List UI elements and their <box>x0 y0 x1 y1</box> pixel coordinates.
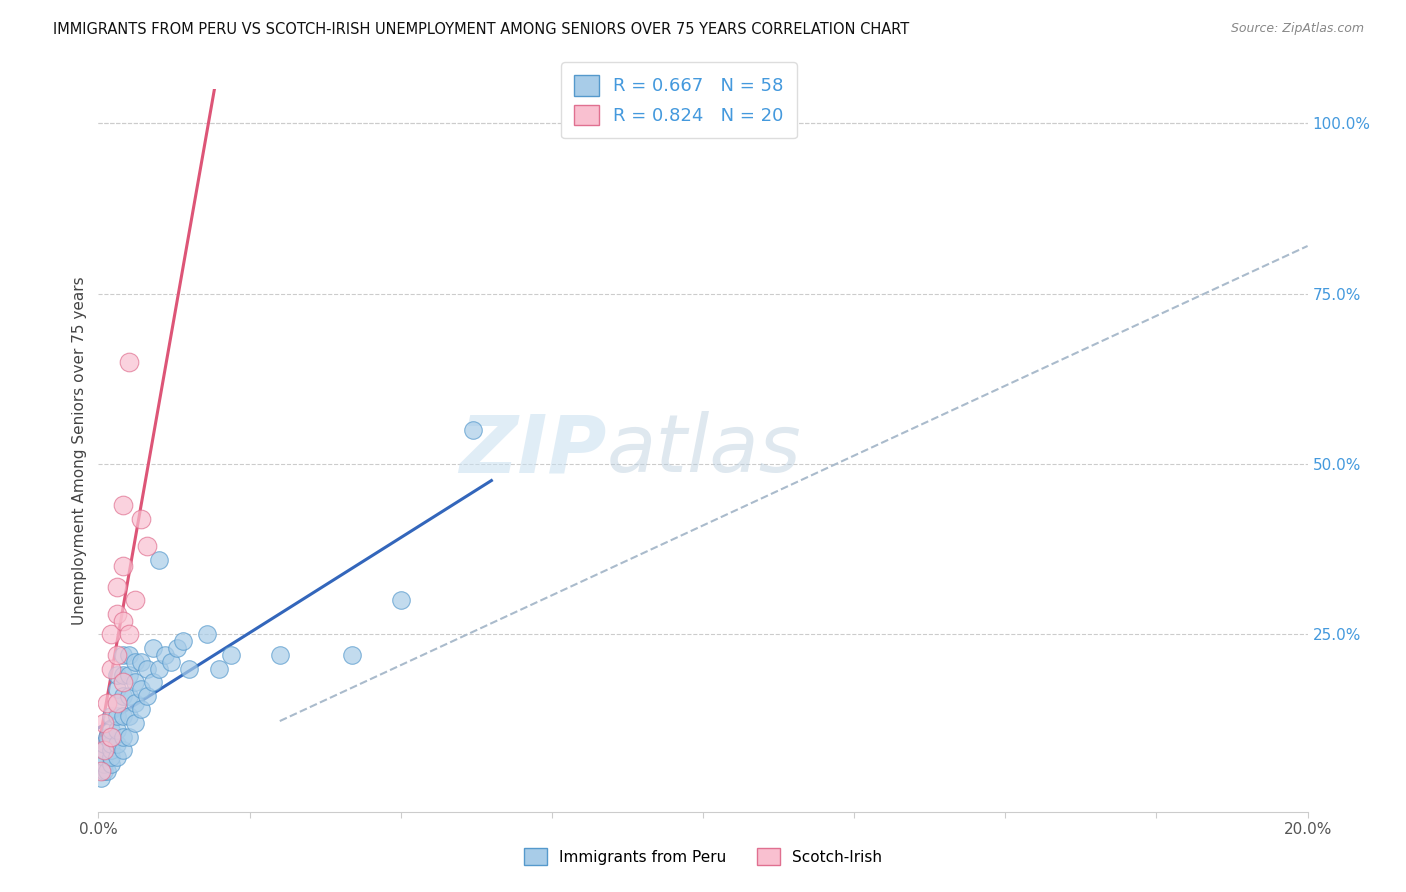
Point <box>105 737 128 751</box>
Point <box>124 593 146 607</box>
Point <box>129 702 152 716</box>
Point <box>105 607 128 621</box>
Point <box>111 709 134 723</box>
Point <box>105 750 128 764</box>
Point <box>172 634 194 648</box>
Point <box>93 716 115 731</box>
Point <box>124 655 146 669</box>
Point <box>118 355 141 369</box>
Point <box>90 764 112 778</box>
Point <box>100 709 122 723</box>
Point <box>269 648 291 662</box>
Point <box>195 627 218 641</box>
Text: Source: ZipAtlas.com: Source: ZipAtlas.com <box>1230 22 1364 36</box>
Point <box>342 648 364 662</box>
Point <box>105 696 128 710</box>
Point <box>129 511 152 525</box>
Point <box>463 423 485 437</box>
Point <box>105 696 128 710</box>
Point <box>111 559 134 574</box>
Point <box>142 675 165 690</box>
Point <box>135 689 157 703</box>
Point <box>160 655 183 669</box>
Point <box>118 627 141 641</box>
Point <box>135 662 157 676</box>
Point <box>96 696 118 710</box>
Point <box>100 750 122 764</box>
Y-axis label: Unemployment Among Seniors over 75 years: Unemployment Among Seniors over 75 years <box>72 277 87 624</box>
Point <box>129 655 152 669</box>
Point <box>100 730 122 744</box>
Point <box>96 730 118 744</box>
Point <box>129 681 152 696</box>
Point <box>111 689 134 703</box>
Point <box>118 668 141 682</box>
Legend: R = 0.667   N = 58, R = 0.824   N = 20: R = 0.667 N = 58, R = 0.824 N = 20 <box>561 62 797 138</box>
Point <box>111 743 134 757</box>
Point <box>153 648 176 662</box>
Point <box>179 662 201 676</box>
Point <box>93 743 115 757</box>
Point <box>118 730 141 744</box>
Point <box>100 730 122 744</box>
Point <box>208 662 231 676</box>
Text: ZIP: ZIP <box>458 411 606 490</box>
Point <box>221 648 243 662</box>
Point <box>105 668 128 682</box>
Point <box>111 498 134 512</box>
Point <box>96 764 118 778</box>
Legend: Immigrants from Peru, Scotch-Irish: Immigrants from Peru, Scotch-Irish <box>517 842 889 871</box>
Point <box>124 716 146 731</box>
Point <box>100 627 122 641</box>
Point <box>93 757 115 772</box>
Text: atlas: atlas <box>606 411 801 490</box>
Point <box>105 648 128 662</box>
Point <box>105 580 128 594</box>
Point <box>93 743 115 757</box>
Point <box>100 757 122 772</box>
Point <box>93 750 115 764</box>
Point <box>148 662 170 676</box>
Point <box>124 675 146 690</box>
Point <box>142 641 165 656</box>
Point <box>148 552 170 566</box>
Point <box>111 668 134 682</box>
Point <box>135 539 157 553</box>
Point <box>118 689 141 703</box>
Point <box>105 681 128 696</box>
Point <box>100 662 122 676</box>
Point <box>118 709 141 723</box>
Point <box>105 709 128 723</box>
Point <box>111 730 134 744</box>
Point <box>93 764 115 778</box>
Point <box>90 771 112 785</box>
Point <box>105 723 128 737</box>
Point <box>111 675 134 690</box>
Point <box>100 737 122 751</box>
Point <box>124 696 146 710</box>
Text: IMMIGRANTS FROM PERU VS SCOTCH-IRISH UNEMPLOYMENT AMONG SENIORS OVER 75 YEARS CO: IMMIGRANTS FROM PERU VS SCOTCH-IRISH UNE… <box>53 22 910 37</box>
Point <box>389 593 412 607</box>
Point <box>100 723 122 737</box>
Point <box>111 614 134 628</box>
Point <box>111 648 134 662</box>
Point <box>166 641 188 656</box>
Point <box>118 648 141 662</box>
Point <box>100 743 122 757</box>
Point <box>93 737 115 751</box>
